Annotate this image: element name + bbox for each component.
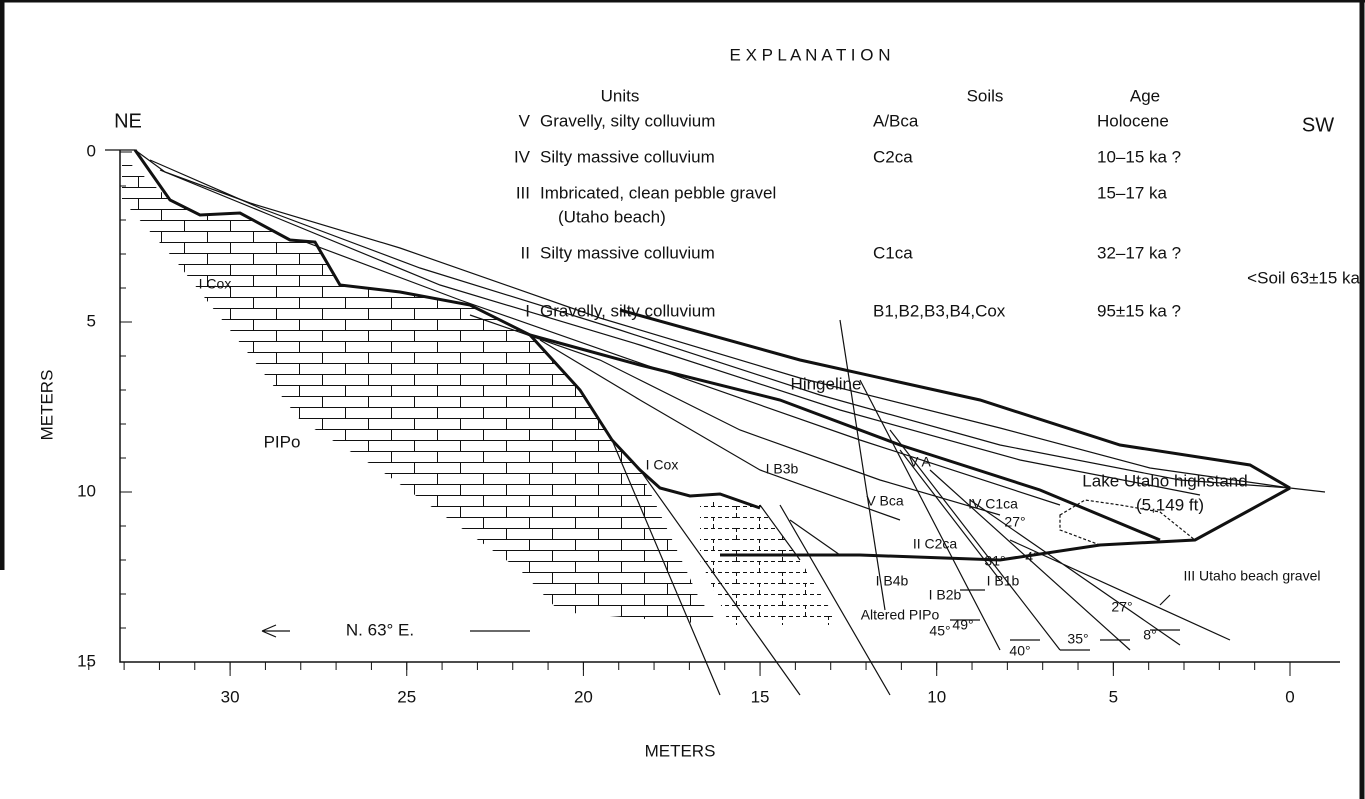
- unit-label: I B1b: [987, 573, 1020, 589]
- y-tick-label: 10: [77, 481, 96, 500]
- x-tick-label: 10: [927, 687, 946, 706]
- unit-label: V Bca: [866, 493, 904, 509]
- direction-label: NE: [114, 110, 142, 132]
- y-tick-label: 5: [87, 311, 96, 330]
- unit-numeral: II: [521, 243, 530, 262]
- soil-name: C2ca: [873, 147, 913, 166]
- age: 95±15 ka ?: [1097, 301, 1181, 320]
- unit-label: (5,149 ft): [1136, 495, 1204, 514]
- unit-numeral: V: [519, 111, 531, 130]
- x-tick-label: 20: [574, 687, 593, 706]
- unit-label: Hingeline: [791, 374, 862, 393]
- unit-label: I B2b: [929, 587, 962, 603]
- unit-label: II C2ca: [913, 536, 958, 552]
- column-header: Age: [1130, 86, 1160, 105]
- x-axis-label: METERS: [645, 741, 716, 760]
- unit-name: Silty massive colluvium: [540, 147, 715, 166]
- column-header: Soils: [967, 86, 1004, 105]
- x-tick-label: 5: [1109, 687, 1118, 706]
- angle-label: 45°: [929, 623, 950, 639]
- unit-label: I B4b: [876, 573, 909, 589]
- column-header: Units: [601, 86, 640, 105]
- unit-label: III Utaho beach gravel: [1184, 568, 1321, 584]
- y-axis-label: METERS: [37, 370, 56, 441]
- unit-label: I B3b: [766, 461, 799, 477]
- y-tick-label: 15: [77, 651, 96, 670]
- angle-label: 27°: [1111, 599, 1132, 615]
- cross-section: E X P L A N A T I O N Units Soils Age VG…: [0, 0, 1365, 799]
- explanation-title: E X P L A N A T I O N: [730, 45, 891, 64]
- x-tick-label: 15: [751, 687, 770, 706]
- legend-rows: V Gravelly, silty colluvium A/Bca Holocene I…: [514, 111, 1361, 320]
- age: 10–15 ka ?: [1097, 147, 1181, 166]
- unit-numeral: III: [516, 183, 530, 202]
- x-tick-label: 0: [1285, 687, 1294, 706]
- direction-label: SW: [1302, 114, 1334, 136]
- angle-label: 35°: [1067, 631, 1088, 647]
- x-tick-label: 25: [397, 687, 416, 706]
- unit-name: Gravelly, silty colluvium: [540, 111, 715, 130]
- soil-name: C1ca: [873, 243, 913, 262]
- unit-name: (Utaho beach): [558, 207, 666, 226]
- unit-numeral: IV: [514, 147, 531, 166]
- y-tick-label: 0: [87, 141, 96, 160]
- angle-label: 27°: [1004, 514, 1025, 530]
- unit-label: Altered PIPo: [861, 607, 940, 623]
- unit-name: Silty massive colluvium: [540, 243, 715, 262]
- soil-name: B1,B2,B3,B4,Cox: [873, 301, 1006, 320]
- angle-label: 31°: [984, 553, 1005, 569]
- age: 15–17 ka: [1097, 183, 1167, 202]
- unit-label: Lake Utaho highstand: [1082, 471, 1247, 490]
- soil-name: A/Bca: [873, 111, 919, 130]
- angle-label: 8°: [1143, 627, 1156, 643]
- bearing-label: N. 63° E.: [346, 620, 414, 639]
- unit-label: IV C1ca: [968, 496, 1018, 512]
- unit-label: I Cox: [646, 457, 679, 473]
- angle-label: 4°: [1025, 549, 1038, 565]
- age: 32–17 ka ?: [1097, 243, 1181, 262]
- unit-label: V A: [909, 454, 931, 470]
- unit-label: PIPo: [264, 432, 301, 451]
- soil-note: <Soil 63±15 ka: [1247, 268, 1360, 287]
- unit-name: Imbricated, clean pebble gravel: [540, 183, 776, 202]
- age: Holocene: [1097, 111, 1169, 130]
- unit-label: I Cox: [199, 276, 232, 292]
- angle-label: 40°: [1009, 643, 1030, 659]
- x-tick-label: 30: [221, 687, 240, 706]
- angle-label: 49°: [952, 617, 973, 633]
